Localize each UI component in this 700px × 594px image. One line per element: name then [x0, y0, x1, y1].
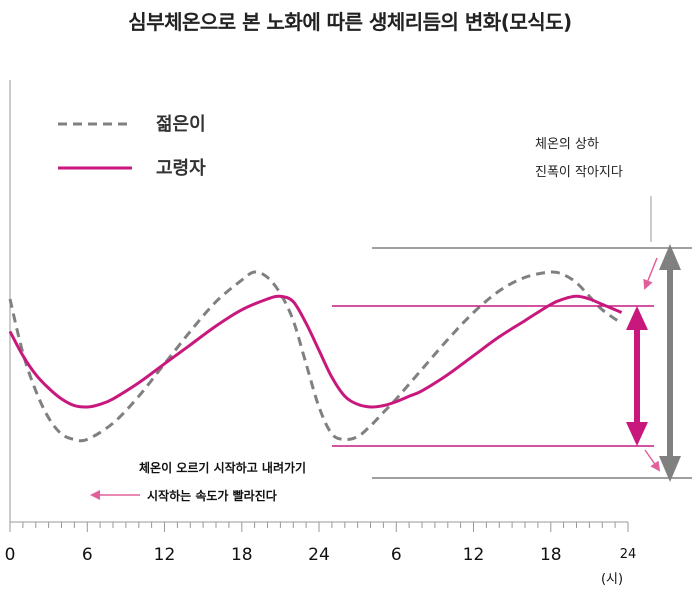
- x-tick-label: 24: [308, 545, 330, 565]
- onset-annotation-line2: 시작하는 속도가 빨라진다: [147, 488, 277, 503]
- x-unit-label: (시): [601, 572, 623, 587]
- reference-lines: [332, 247, 692, 479]
- x-tick-labels: 0 6 12 18 24 6 12 18 24: [5, 545, 637, 565]
- x-tick-label: 6: [391, 545, 402, 565]
- x-tick-label: 0: [5, 545, 16, 565]
- elderly-amplitude-arrow: [626, 306, 648, 446]
- young-amplitude-arrow: [659, 244, 681, 482]
- pointer-arrow-upper: [643, 257, 658, 290]
- x-tick-label: 6: [82, 545, 93, 565]
- x-tick-label: 18: [231, 545, 253, 565]
- amplitude-annotation-line1: 체온의 상하: [535, 137, 599, 152]
- legend: 젊은이 고령자: [58, 114, 206, 179]
- series-young-line: [8, 270, 623, 443]
- legend-elderly-label: 고령자: [156, 158, 206, 179]
- onset-annotation-line1: 체온이 오르기 시작하고 내려가기: [139, 460, 306, 475]
- series-elderly-line: [8, 294, 623, 409]
- amplitude-annotation-line2: 진폭이 작아지다: [535, 165, 623, 180]
- x-tick-label: 12: [154, 545, 176, 565]
- x-minor-ticks: [9, 522, 629, 532]
- pointer-arrow-lower: [644, 449, 661, 472]
- x-tick-label: 12: [463, 545, 485, 565]
- x-tick-label: 18: [540, 545, 562, 565]
- chart-title: 심부체온으로 본 노화에 따른 생체리듬의 변화(모식도): [128, 10, 572, 34]
- x-tick-label: 24: [620, 547, 637, 562]
- legend-young-label: 젊은이: [156, 114, 206, 135]
